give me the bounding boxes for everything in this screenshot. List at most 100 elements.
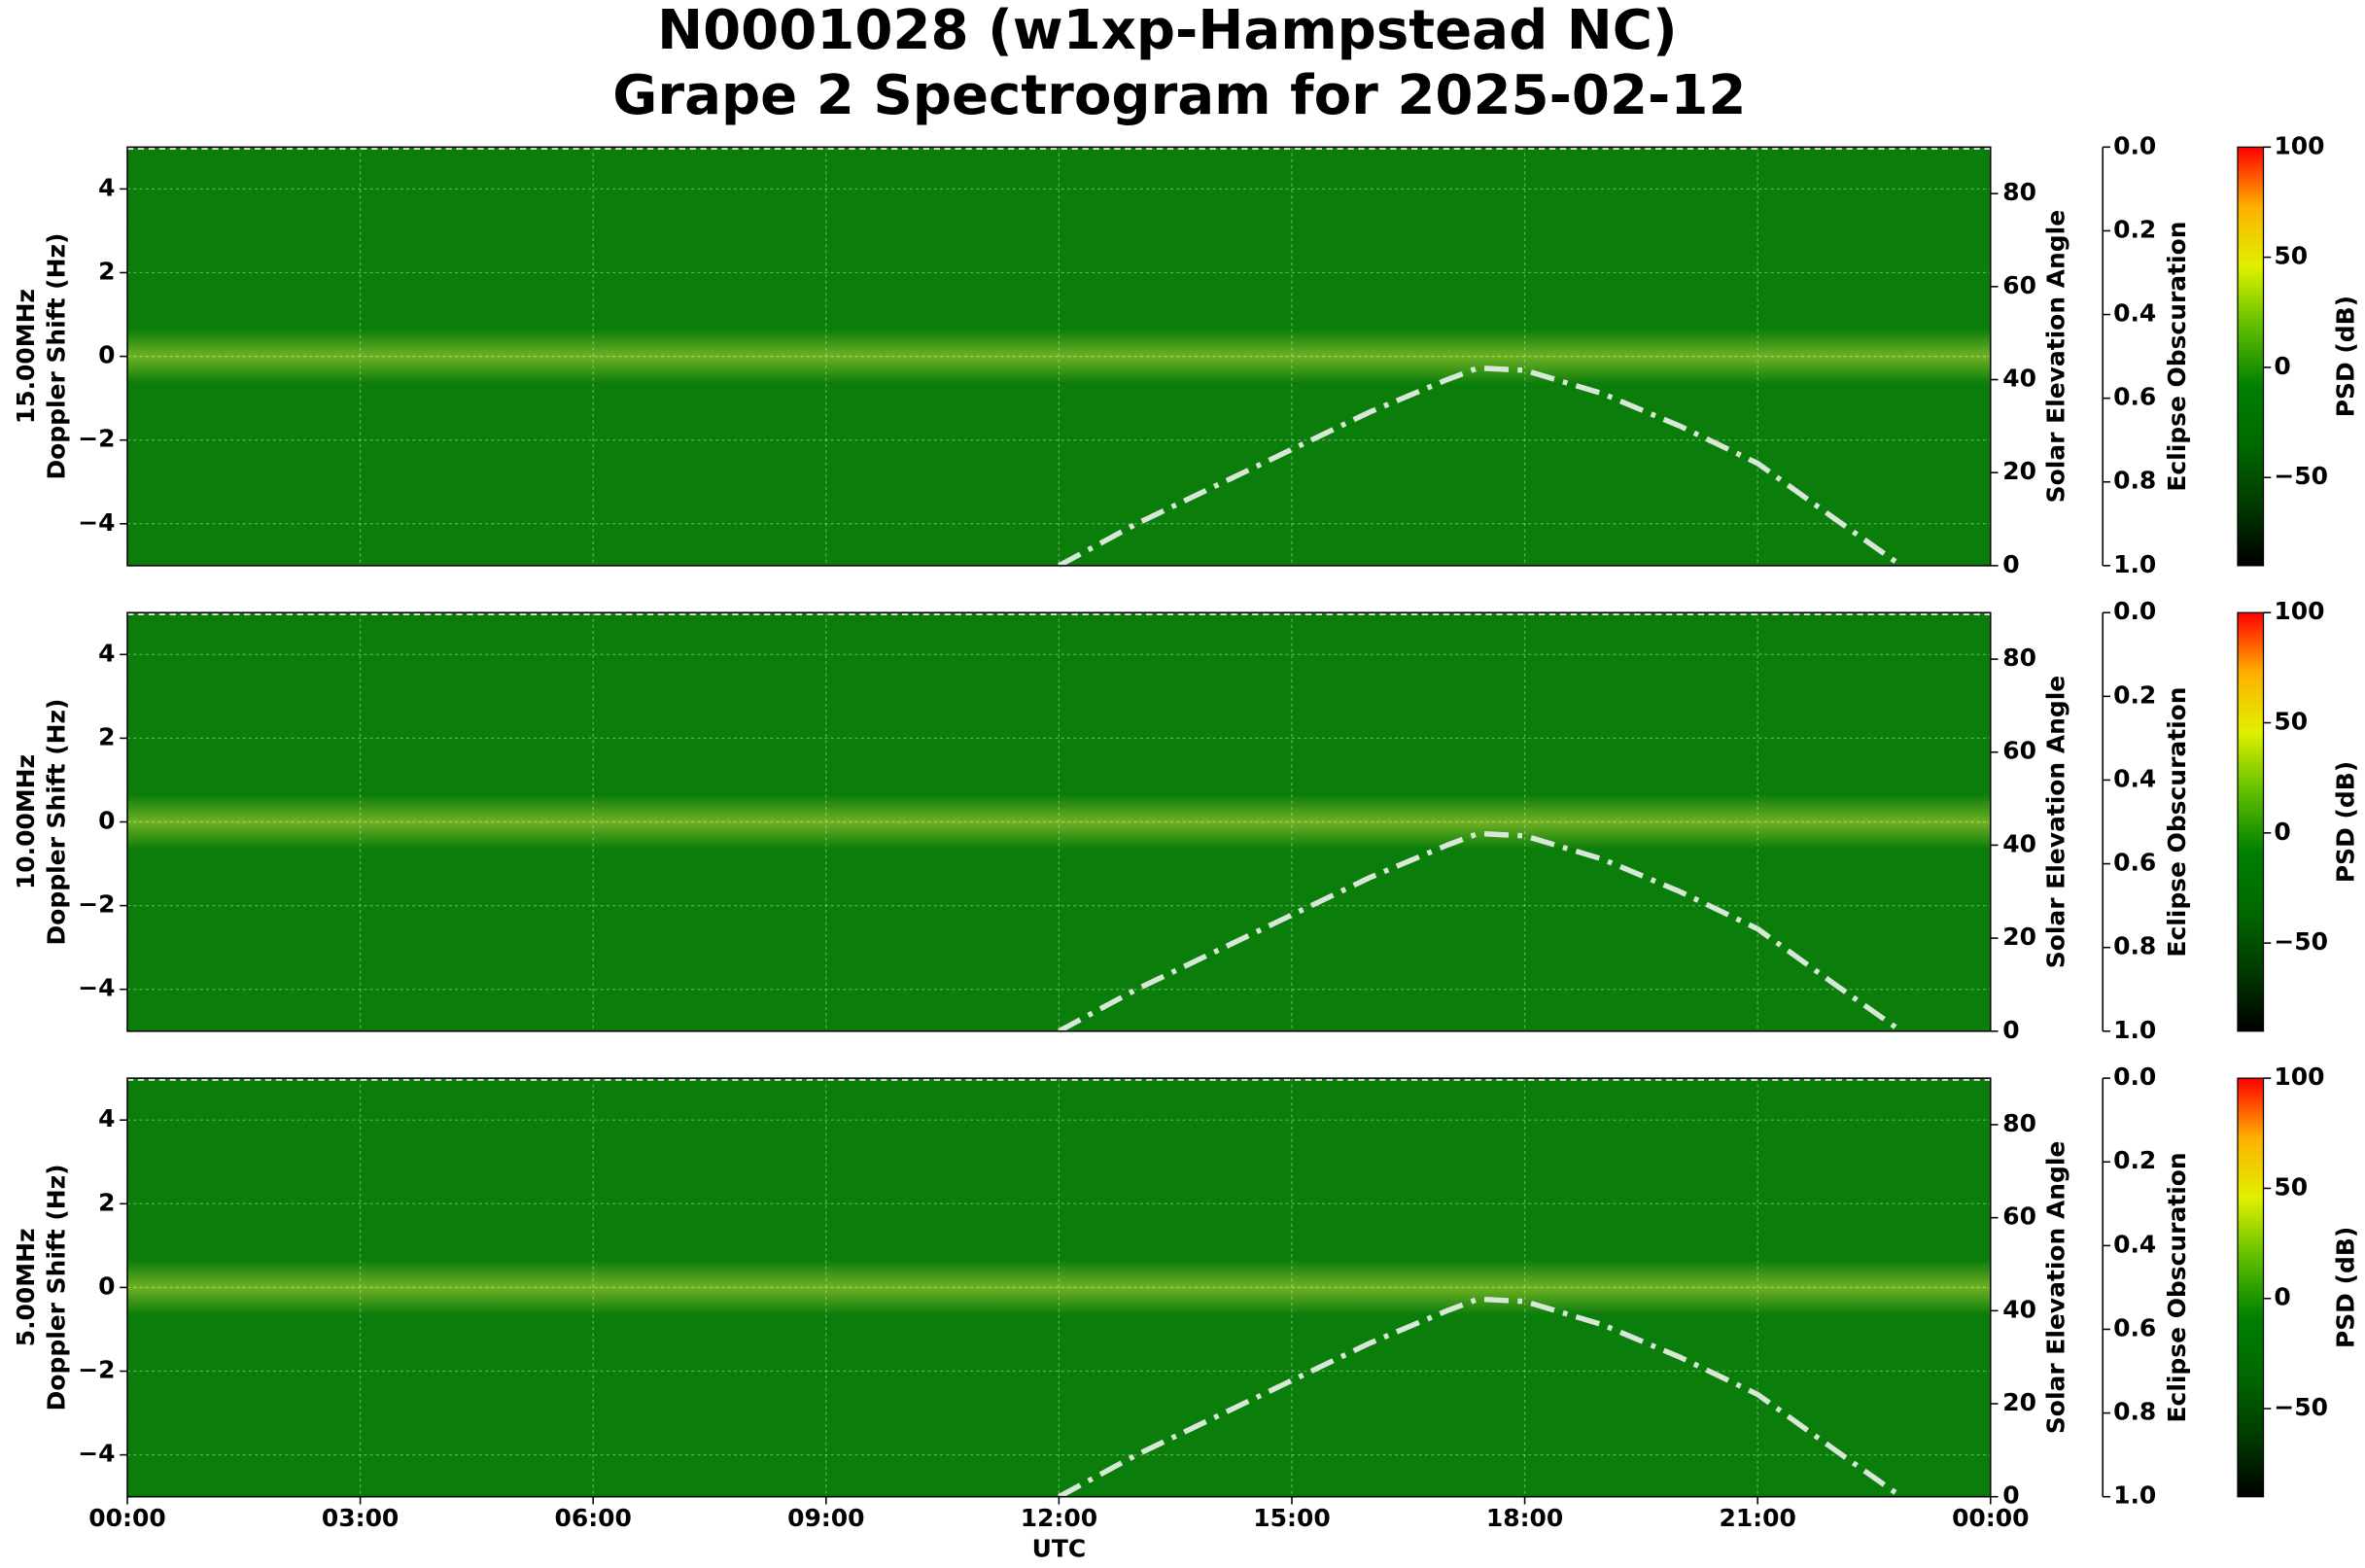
y2-tick-label: 20 [2002, 1388, 2036, 1416]
colorbar-tick-label: 0 [2274, 818, 2290, 846]
solar-elevation-line [1058, 830, 1903, 1034]
x-tick-label: 03:00 [322, 1504, 399, 1532]
title-line: N0001028 (w1xp-Hampstead NC) [657, 0, 1677, 62]
y-axis-label: 10.00MHz [12, 754, 40, 889]
y3-tick-label: 0.0 [2113, 597, 2156, 625]
y2-tick-label: 40 [2002, 365, 2036, 393]
y2-tick-label: 60 [2002, 1202, 2036, 1231]
y3-tick-label: 1.0 [2113, 1481, 2156, 1510]
x-tick-label: 18:00 [1486, 1504, 1563, 1532]
y3-tick-label: 0.2 [2113, 680, 2156, 709]
y3-tick-label: 0.4 [2113, 1230, 2156, 1258]
x-tick-label: 15:00 [1253, 1504, 1330, 1532]
x-tick-label: 12:00 [1021, 1504, 1097, 1532]
y3-tick-label: 0.4 [2113, 764, 2156, 792]
x-tick-label: 00:00 [88, 1504, 165, 1532]
signal-texture [127, 1260, 1991, 1315]
colorbar-tick-label: 100 [2274, 597, 2324, 625]
colorbar-tick-label: 50 [2274, 1172, 2308, 1201]
y3-tick-label: 0.6 [2113, 1313, 2156, 1342]
colorbar-tick-label: −50 [2274, 1393, 2328, 1421]
y3-tick-label: 0.8 [2113, 932, 2156, 960]
colorbar [2237, 1077, 2265, 1498]
y2-tick-label: 0 [2002, 550, 2019, 578]
y2-tick-label: 40 [2002, 829, 2036, 857]
colorbar-tick-label: 50 [2274, 242, 2308, 270]
y-tick-label: −2 [78, 890, 115, 919]
y2-tick-label: 60 [2002, 737, 2036, 765]
y2-tick-label: 0 [2002, 1016, 2019, 1044]
y3-tick-label: 0.6 [2113, 849, 2156, 877]
y-tick-label: 2 [98, 257, 115, 285]
colorbar-tick-label: 100 [2274, 131, 2324, 159]
y2-tick-label: 20 [2002, 457, 2036, 485]
y-tick-label: 2 [98, 722, 115, 750]
y-tick-label: 4 [98, 173, 115, 201]
y3-tick-label: 0.2 [2113, 1146, 2156, 1174]
y2-tick-label: 80 [2002, 1109, 2036, 1137]
y3-tick-label: 0.0 [2113, 131, 2156, 159]
colorbar-tick-label: 0 [2274, 352, 2290, 380]
y-tick-label: −4 [78, 974, 115, 1002]
y2-axis-label: Solar Elevation Angle [2041, 676, 2069, 968]
signal-texture [127, 329, 1991, 384]
signal-texture [127, 794, 1991, 850]
y-axis-label: Doppler Shift (Hz) [42, 1164, 70, 1411]
y2-axis-label: Solar Elevation Angle [2041, 210, 2069, 503]
y3-tick-label: 0.2 [2113, 215, 2156, 243]
y2-tick-label: 60 [2002, 271, 2036, 299]
y2-tick-label: 40 [2002, 1295, 2036, 1323]
colorbar [2237, 146, 2265, 567]
colorbar-tick-label: 50 [2274, 708, 2308, 736]
y3-axis-label: Eclipse Obscuration [2163, 222, 2191, 492]
y-tick-label: −2 [78, 425, 115, 453]
solar-elevation-line [1058, 1296, 1903, 1500]
y-tick-label: −2 [78, 1356, 115, 1384]
y3-tick-label: 0.8 [2113, 467, 2156, 495]
y-axis-label: 15.00MHz [12, 289, 40, 424]
y3-tick-label: 1.0 [2113, 550, 2156, 578]
y-tick-label: −4 [78, 1440, 115, 1468]
colorbar-tick-label: −50 [2274, 462, 2328, 490]
x-axis-label: UTC [1032, 1534, 1087, 1562]
colorbar-label: PSD (dB) [2331, 1227, 2359, 1348]
title-line: Grape 2 Spectrogram for 2025-02-12 [612, 64, 1746, 127]
y3-tick-label: 0.4 [2113, 299, 2156, 328]
y-tick-label: −4 [78, 508, 115, 537]
colorbar-tick-label: −50 [2274, 927, 2328, 956]
y-tick-label: 0 [98, 341, 115, 369]
colorbar-label: PSD (dB) [2331, 761, 2359, 883]
x-tick-label: 09:00 [787, 1504, 864, 1532]
y2-axis-label: Solar Elevation Angle [2041, 1141, 2069, 1434]
y3-axis-label: Eclipse Obscuration [2163, 686, 2191, 957]
solar-elevation-line [1058, 365, 1903, 569]
x-tick-label: 00:00 [1952, 1504, 2029, 1532]
x-tick-label: 21:00 [1719, 1504, 1795, 1532]
y2-tick-label: 80 [2002, 178, 2036, 206]
plot-frame [126, 146, 1992, 567]
y-tick-label: 0 [98, 806, 115, 834]
y3-tick-label: 1.0 [2113, 1016, 2156, 1044]
y-axis-label: Doppler Shift (Hz) [42, 699, 70, 946]
colorbar-label: PSD (dB) [2331, 296, 2359, 417]
y-axis-label: Doppler Shift (Hz) [42, 233, 70, 480]
y-axis-label: 5.00MHz [12, 1229, 40, 1347]
y3-tick-label: 0.8 [2113, 1398, 2156, 1426]
y2-tick-label: 80 [2002, 644, 2036, 672]
y2-tick-label: 20 [2002, 923, 2036, 951]
plot-frame [126, 1077, 1992, 1498]
y2-tick-label: 0 [2002, 1481, 2019, 1510]
x-tick-label: 06:00 [555, 1504, 632, 1532]
y-tick-label: 0 [98, 1272, 115, 1300]
plot-frame [126, 611, 1992, 1032]
y3-axis-label: Eclipse Obscuration [2163, 1152, 2191, 1422]
colorbar-tick-label: 0 [2274, 1283, 2290, 1311]
y-tick-label: 4 [98, 1104, 115, 1132]
y-tick-label: 4 [98, 639, 115, 667]
y3-tick-label: 0.6 [2113, 383, 2156, 411]
y-tick-label: 2 [98, 1188, 115, 1216]
colorbar-tick-label: 100 [2274, 1063, 2324, 1091]
colorbar [2237, 611, 2265, 1032]
